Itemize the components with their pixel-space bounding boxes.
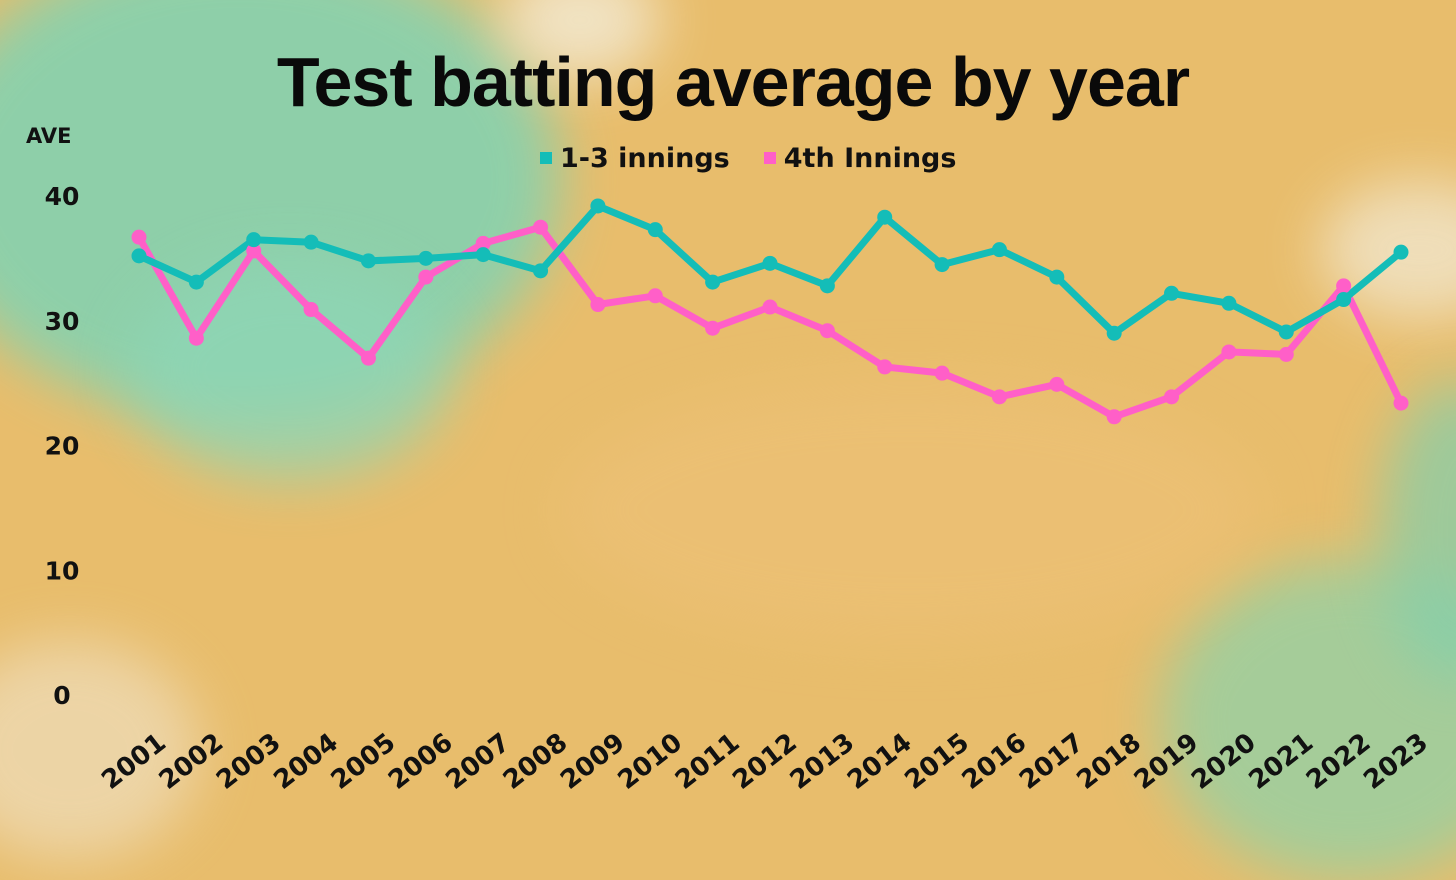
x-tick-label: 2021 (1244, 728, 1320, 796)
series-1-point (1336, 292, 1352, 308)
series-1-point (934, 257, 950, 273)
series-2-point (1106, 409, 1122, 425)
series-2-point (1278, 346, 1294, 362)
series-2-point (360, 350, 376, 366)
series-1-point (705, 274, 721, 290)
series-line-2 (135, 223, 1405, 421)
series-1-point (418, 250, 434, 266)
series-1-point (131, 248, 147, 264)
series-2-point (131, 229, 147, 245)
series-1-point (647, 222, 663, 238)
series-1-point (762, 255, 778, 271)
x-tick-label: 2007 (441, 728, 517, 796)
series-2-point (418, 269, 434, 285)
y-axis-label: AVE (26, 124, 72, 148)
x-tick-label: 2002 (154, 728, 230, 796)
series-1-point (819, 278, 835, 294)
series-1-point (1393, 244, 1409, 260)
series-2-point (1049, 376, 1065, 392)
legend-item-series-2: 4th Innings (763, 142, 957, 174)
x-tick-label: 2018 (1072, 728, 1148, 796)
x-tick-label: 2013 (785, 728, 861, 796)
x-tick-label: 2014 (842, 728, 918, 796)
x-tick-label: 2017 (1014, 728, 1090, 796)
y-tick-label: 40 (45, 182, 80, 211)
legend-swatch-series-2 (763, 152, 776, 164)
series-1-point (188, 274, 204, 290)
series-2-point (934, 365, 950, 381)
x-tick-label: 2023 (1358, 728, 1434, 796)
y-axis-ticks: 0 10 20 30 40 (45, 182, 80, 710)
series-1-point (590, 198, 606, 214)
series-1-point (1049, 269, 1065, 285)
series-2-point (533, 219, 549, 235)
x-tick-label: 2010 (613, 728, 689, 796)
series-1-point (303, 234, 319, 250)
x-tick-label: 2008 (498, 728, 574, 796)
y-tick-label: 30 (45, 307, 80, 336)
x-tick-label: 2009 (555, 728, 631, 796)
series-1-point (1164, 285, 1180, 301)
series-1-point (877, 209, 893, 225)
series-2-point (1393, 395, 1409, 411)
x-tick-label: 2020 (1186, 728, 1262, 796)
series-1-point (991, 242, 1007, 258)
series-2-point (705, 320, 721, 336)
series-2-point (647, 288, 663, 304)
legend-label-series-2: 4th Innings (783, 142, 957, 174)
x-tick-label: 2022 (1301, 728, 1377, 796)
legend-label-series-1: 1-3 innings (560, 142, 730, 174)
x-tick-label: 2003 (211, 728, 287, 796)
x-tick-label: 2015 (899, 728, 975, 796)
series-points (131, 198, 1409, 425)
series-2-point (877, 359, 893, 375)
legend-swatch-series-1 (540, 152, 552, 164)
series-2-point (991, 389, 1007, 405)
x-tick-label: 2011 (670, 728, 746, 796)
series-2-point (1221, 344, 1237, 360)
series-2-point (188, 330, 204, 346)
x-tick-label: 2006 (383, 728, 459, 796)
series-1-point (1221, 295, 1237, 311)
series-1-point (533, 263, 549, 279)
series-2-point (475, 235, 491, 251)
series-1-point (475, 247, 491, 263)
x-tick-label: 2016 (957, 728, 1033, 796)
series-1-point (246, 232, 262, 248)
y-tick-label: 10 (45, 556, 80, 585)
series-1-point (360, 253, 376, 269)
x-tick-label: 2001 (96, 728, 172, 796)
series-2-point (762, 299, 778, 315)
series-2-point (303, 302, 319, 318)
legend-item-series-1: 1-3 innings (540, 143, 730, 174)
y-tick-label: 0 (53, 681, 70, 710)
chart-title: Test batting average by year (276, 43, 1190, 121)
legend: 1-3 innings 4th Innings (540, 138, 956, 178)
series-1-point (1106, 325, 1122, 341)
x-tick-label: 2019 (1129, 728, 1205, 796)
series-2-point (1164, 389, 1180, 405)
series-1-point (1278, 324, 1294, 340)
series-2-point (819, 323, 835, 339)
x-axis-ticks: 2001200220032004200520062007200820092010… (96, 728, 1434, 796)
x-tick-label: 2012 (727, 728, 803, 796)
x-tick-label: 2004 (268, 728, 344, 796)
series-2-point (590, 297, 606, 313)
y-tick-label: 20 (45, 432, 80, 461)
series-2-point (1336, 278, 1352, 294)
x-tick-label: 2005 (326, 728, 402, 796)
series-2-point (246, 243, 262, 259)
